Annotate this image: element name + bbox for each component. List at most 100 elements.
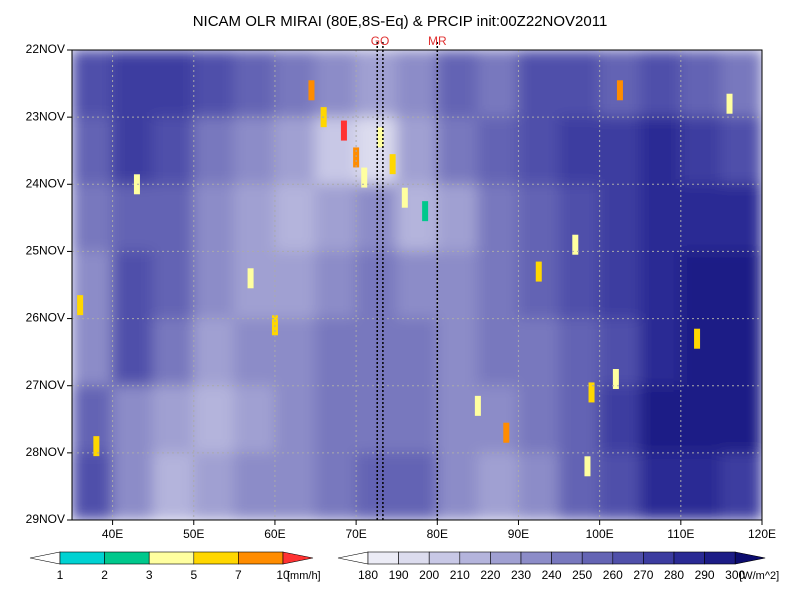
precip-cell — [247, 268, 254, 289]
precip-cell — [612, 369, 619, 389]
olr-cell — [315, 250, 357, 320]
olr-cell — [152, 183, 195, 252]
olr-cell — [193, 183, 235, 252]
y-tick-label: 23NOV — [26, 109, 65, 123]
x-tick-label: 90E — [508, 527, 529, 541]
colorbar-segment — [673, 551, 705, 565]
olr-cell — [193, 385, 235, 454]
colorbar-segment — [193, 551, 239, 565]
olr-cell — [639, 183, 682, 252]
olr-cell — [599, 183, 641, 252]
olr-cell — [274, 452, 317, 520]
olr-cell — [233, 183, 276, 252]
precip-cell — [726, 93, 733, 114]
olr-cell — [436, 250, 479, 320]
olr-cell — [517, 318, 560, 387]
precip-cell — [133, 174, 140, 195]
olr-cell — [233, 452, 276, 520]
olr-cell — [72, 452, 114, 520]
olr-cell — [436, 183, 479, 252]
colorbar-label: 1 — [57, 568, 64, 582]
olr-cell — [680, 250, 722, 320]
olr-cell — [517, 250, 560, 320]
olr-cell — [558, 183, 601, 252]
olr-cell — [355, 452, 398, 520]
colorbar-label: 180 — [358, 568, 378, 582]
olr-cell — [436, 116, 479, 185]
colorbar-label: 7 — [235, 568, 242, 582]
colorbar-low — [337, 551, 369, 565]
olr-cell — [72, 116, 114, 185]
olr-cell — [436, 318, 479, 387]
colorbar-segment — [490, 551, 522, 565]
olr-cell — [639, 452, 682, 520]
olr-cell — [152, 116, 195, 185]
olr-cell — [436, 50, 479, 118]
olr-cell — [599, 116, 641, 185]
olr-cell — [477, 50, 519, 118]
olr-cell — [112, 50, 154, 118]
colorbar-high — [734, 551, 766, 565]
marker-label: MR — [428, 34, 447, 48]
olr-cell — [112, 318, 154, 387]
precip-cell — [308, 80, 315, 101]
olr-cell — [152, 318, 195, 387]
olr-cell — [680, 50, 722, 118]
precip-cell — [503, 422, 510, 443]
colorbar-segment — [238, 551, 284, 565]
olr-cell — [558, 116, 601, 185]
olr-cell — [355, 183, 398, 252]
colorbar-segment — [367, 551, 399, 565]
colorbar-low — [29, 551, 61, 565]
olr-cell — [274, 183, 317, 252]
olr-cell — [517, 183, 560, 252]
olr-cell — [680, 318, 722, 387]
colorbar-label: 250 — [572, 568, 592, 582]
olr-cell — [274, 116, 317, 185]
olr-cell — [639, 250, 682, 320]
olr-cell — [599, 250, 641, 320]
plot-frame — [71, 49, 763, 521]
colorbar-label: 230 — [511, 568, 531, 582]
olr-cell — [233, 50, 276, 118]
overlay: GO MR 40E 50E 60E 70E 80E 90E 100E 110E 120E 22NOV 2… — [26, 34, 780, 582]
olr-cell — [436, 385, 479, 454]
precip-cell — [93, 436, 100, 457]
colorbar-high — [282, 551, 314, 565]
x-tick-label: 50E — [183, 527, 204, 541]
olr-cell — [193, 116, 235, 185]
colorbar-segment — [104, 551, 150, 565]
colorbar-segment — [459, 551, 491, 565]
olr-cell — [680, 183, 722, 252]
olr-cell — [112, 183, 154, 252]
precip-cell — [588, 382, 595, 403]
olr-cell — [233, 116, 276, 185]
olr-cell — [517, 452, 560, 520]
olr-cell — [680, 385, 722, 454]
olr-cell — [477, 116, 519, 185]
precip-cell — [361, 167, 368, 188]
precip-cell — [474, 395, 481, 416]
colorbar-label: 200 — [419, 568, 439, 582]
colorbar-label: 290 — [695, 568, 715, 582]
colorbar-segment — [643, 551, 675, 565]
olr-cell — [396, 50, 438, 118]
y-tick-label: 28NOV — [26, 445, 65, 459]
precip-cell — [694, 328, 701, 349]
olr-cell — [274, 318, 317, 387]
olr-cell — [112, 452, 154, 520]
colorbar-segment — [428, 551, 461, 565]
olr-cell — [720, 183, 762, 252]
olr-cell — [477, 385, 519, 454]
colorbar-label: 280 — [664, 568, 684, 582]
olr-cell — [477, 452, 519, 520]
x-tick-label: 60E — [264, 527, 285, 541]
olr-cell — [315, 452, 357, 520]
precip-cell — [377, 127, 384, 148]
colorbar-label: 5 — [190, 568, 197, 582]
y-tick-label: 24NOV — [26, 176, 65, 190]
colorbar-label: 300 — [725, 568, 745, 582]
y-tick-label: 25NOV — [26, 244, 65, 258]
olr-cell — [720, 318, 762, 387]
